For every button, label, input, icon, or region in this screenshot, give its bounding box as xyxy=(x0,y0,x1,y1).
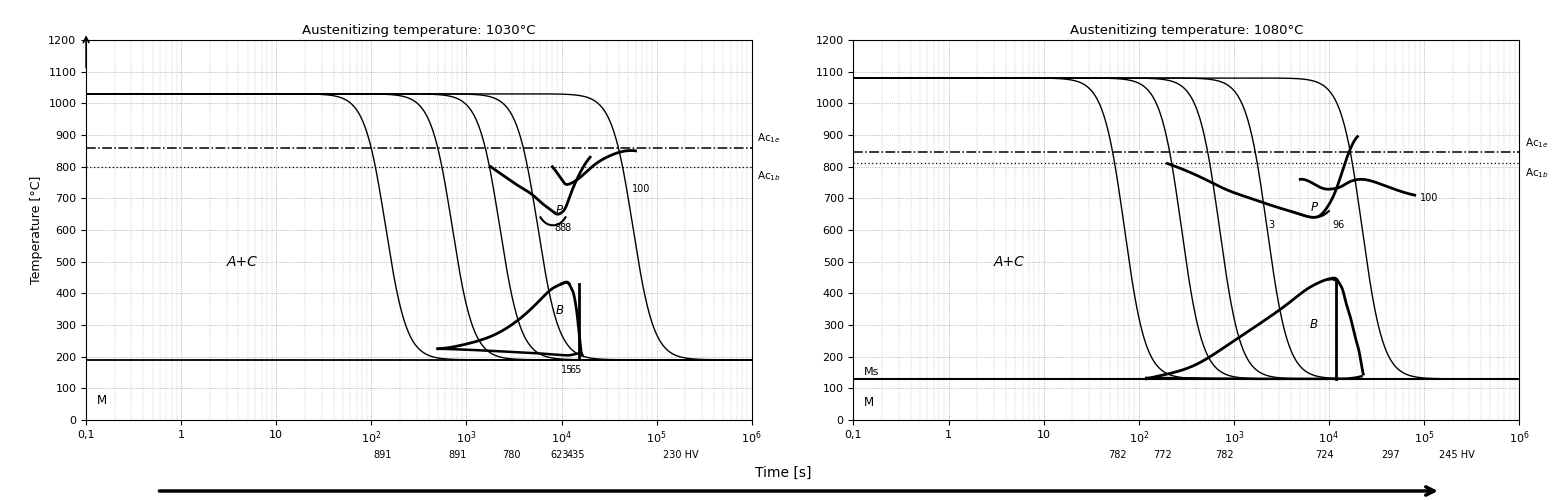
Text: 435: 435 xyxy=(567,450,584,460)
Text: M: M xyxy=(864,396,874,409)
Text: 623: 623 xyxy=(550,450,568,460)
Text: Ac$_{1b}$: Ac$_{1b}$ xyxy=(758,169,781,183)
Text: 782: 782 xyxy=(1215,450,1234,460)
Text: P: P xyxy=(556,204,562,218)
Text: 230 HV: 230 HV xyxy=(662,450,698,460)
Title: Austenitizing temperature: 1080°C: Austenitizing temperature: 1080°C xyxy=(1070,24,1303,38)
Text: 891: 891 xyxy=(373,450,392,460)
Text: A+C: A+C xyxy=(227,254,257,268)
Text: 96: 96 xyxy=(1333,220,1344,230)
Text: 891: 891 xyxy=(448,450,467,460)
Text: 772: 772 xyxy=(1154,450,1173,460)
Text: 65: 65 xyxy=(570,364,583,374)
Text: 245 HV: 245 HV xyxy=(1439,450,1474,460)
Text: B: B xyxy=(1311,318,1319,332)
Text: 88: 88 xyxy=(559,223,572,233)
Text: Time [s]: Time [s] xyxy=(755,466,811,479)
Text: 100: 100 xyxy=(633,184,650,194)
Text: B: B xyxy=(556,304,564,318)
Text: Ms: Ms xyxy=(864,367,880,377)
Text: 780: 780 xyxy=(503,450,521,460)
Text: A+C: A+C xyxy=(994,254,1024,268)
Text: 297: 297 xyxy=(1381,450,1400,460)
Text: 8: 8 xyxy=(554,223,561,233)
Text: 15: 15 xyxy=(561,364,573,374)
Text: Ac$_{1b}$: Ac$_{1b}$ xyxy=(1525,166,1549,180)
Text: M: M xyxy=(97,394,106,407)
Text: 782: 782 xyxy=(1109,450,1128,460)
Text: Ac$_{1e}$: Ac$_{1e}$ xyxy=(1525,136,1549,150)
Title: Austenitizing temperature: 1030°C: Austenitizing temperature: 1030°C xyxy=(302,24,536,38)
Text: 100: 100 xyxy=(1420,194,1438,203)
Text: 3: 3 xyxy=(1268,220,1275,230)
Text: P: P xyxy=(1311,202,1317,214)
Text: 724: 724 xyxy=(1315,450,1334,460)
Y-axis label: Temperature [°C]: Temperature [°C] xyxy=(30,176,42,284)
Text: Ac$_{1e}$: Ac$_{1e}$ xyxy=(758,132,781,145)
